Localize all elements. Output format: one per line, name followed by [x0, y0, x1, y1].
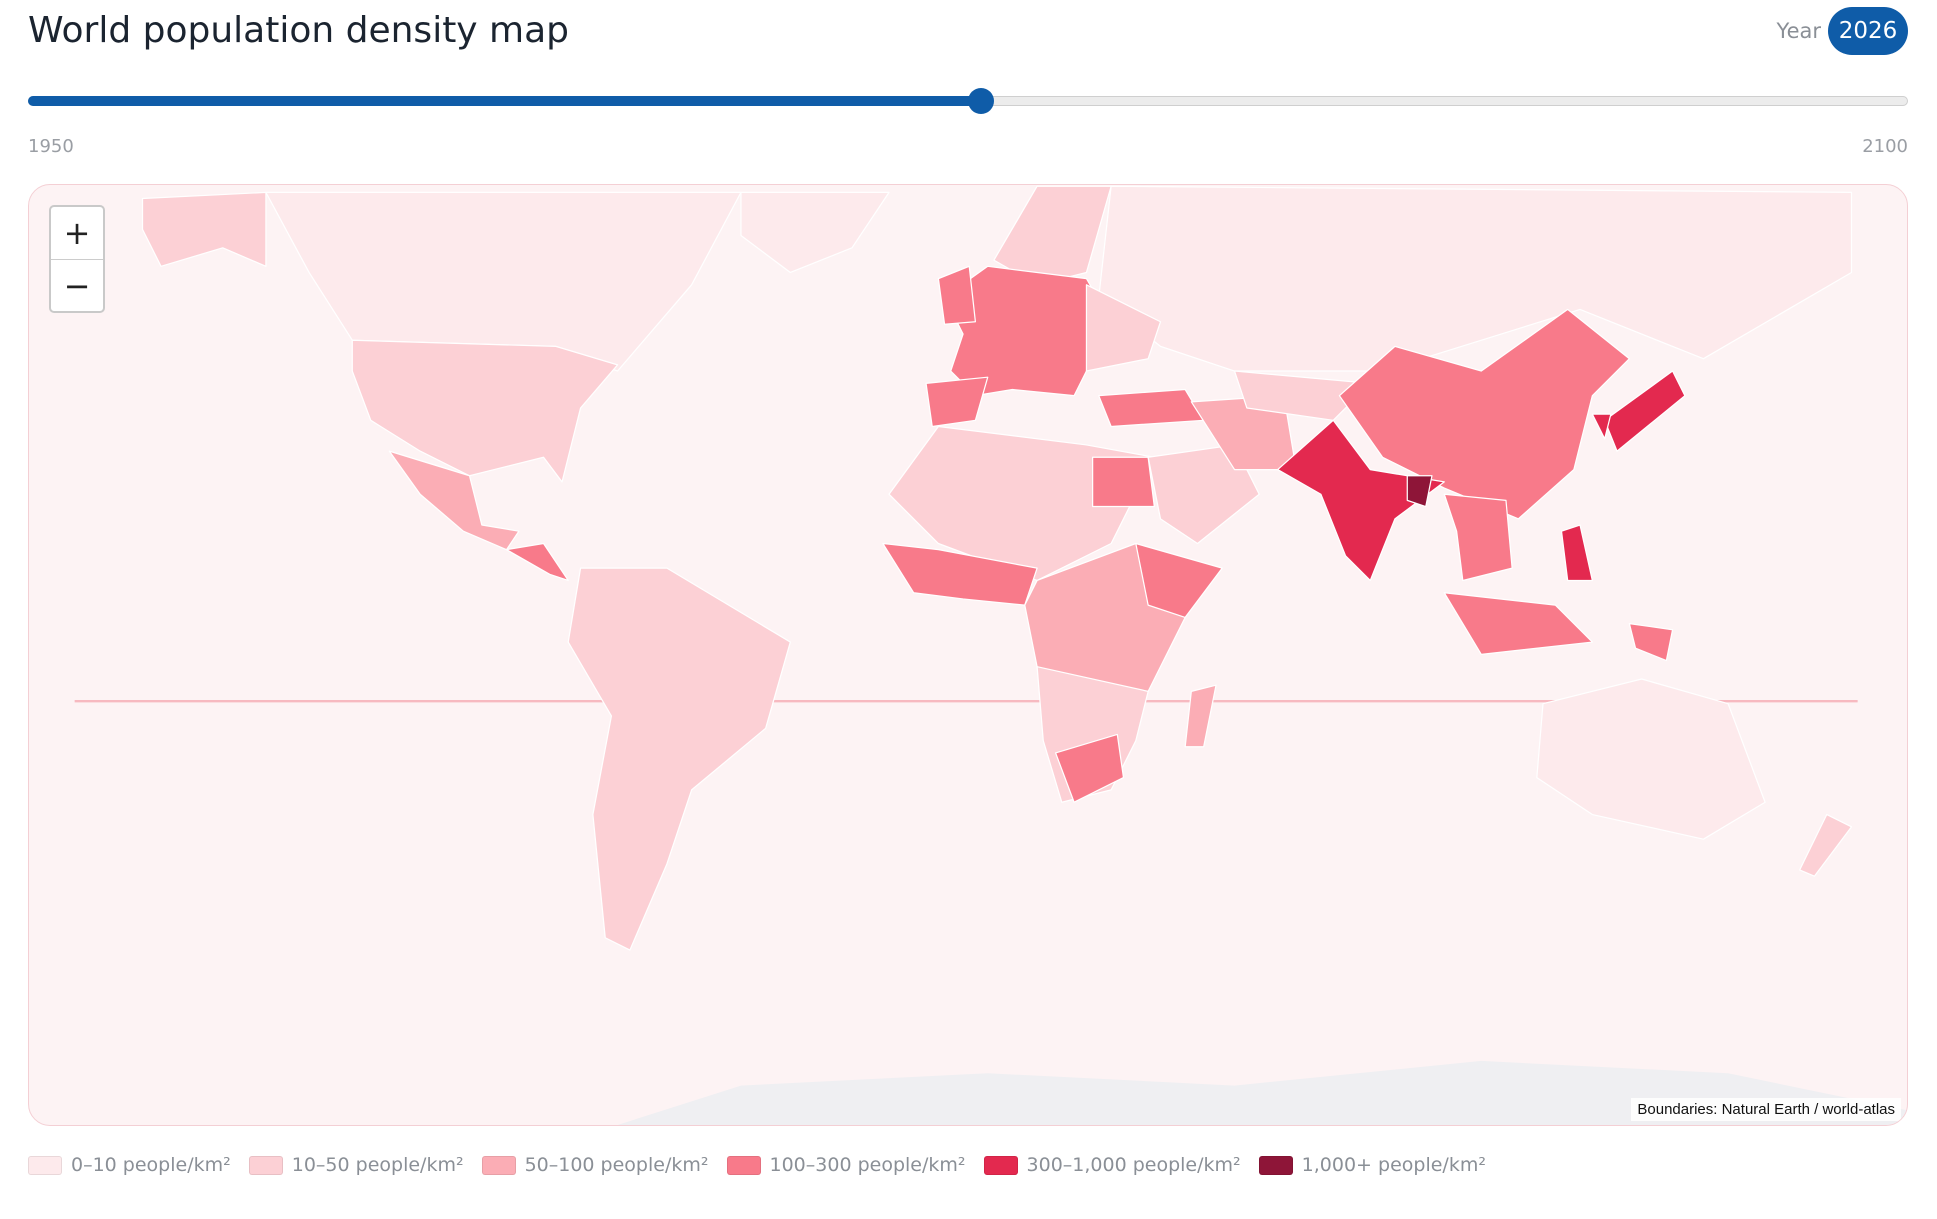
attribution: Boundaries: Natural Earth / world-atlas: [1631, 1098, 1901, 1121]
legend-item: 0–10 people/km²: [28, 1154, 231, 1176]
country-region: [1628, 622, 1674, 662]
antarctica: [617, 1060, 1907, 1125]
legend-item: 10–50 people/km²: [248, 1154, 464, 1176]
country-region: [1560, 524, 1593, 582]
zoom-out[interactable]: −: [51, 259, 103, 311]
legend-item: 100–300 people/km²: [726, 1154, 966, 1176]
country-region: [505, 542, 569, 582]
map-svg: [74, 185, 1907, 1125]
map[interactable]: + − Boundaries: Natural Earth / world-at…: [28, 184, 1908, 1126]
country-region: [1277, 419, 1445, 582]
country-region: [1406, 475, 1433, 508]
country-region: [1184, 684, 1217, 748]
legend-swatch: [248, 1155, 283, 1175]
legend-item: 50–100 people/km²: [481, 1154, 709, 1176]
legend-label: 10–50 people/km²: [291, 1154, 464, 1176]
zoom-control: + −: [49, 205, 105, 313]
legend-item: 1,000+ people/km²: [1258, 1154, 1486, 1176]
legend-label: 50–100 people/km²: [524, 1154, 709, 1176]
legend-swatch: [983, 1155, 1018, 1175]
country-region: [1536, 678, 1766, 840]
slider-min: 1950: [28, 136, 74, 157]
country-region: [1098, 388, 1205, 428]
country-region: [351, 339, 619, 483]
country-region: [1054, 733, 1125, 803]
country-region: [937, 265, 977, 325]
title: World population density map: [28, 10, 570, 51]
slider-thumb[interactable]: [967, 88, 994, 114]
country-region: [1799, 813, 1853, 877]
legend: 0–10 people/km² 10–50 people/km² 50–100 pe…: [28, 1154, 1486, 1176]
slider-max: 2100: [1862, 136, 1908, 157]
country-region: [1085, 284, 1162, 372]
legend-swatch: [28, 1155, 62, 1175]
legend-label: 0–10 people/km²: [71, 1154, 231, 1176]
country-region: [1591, 413, 1612, 440]
country-region: [1098, 185, 1853, 372]
country-region: [740, 191, 890, 274]
country-region: [925, 376, 989, 428]
country-region: [388, 450, 520, 551]
country-region: [1135, 542, 1223, 619]
country-region: [1604, 370, 1686, 452]
legend-label: 300–1,000 people/km²: [1026, 1154, 1241, 1176]
legend-item: 300–1,000 people/km²: [983, 1154, 1241, 1176]
year-label: Year: [1776, 19, 1821, 43]
country-region: [1092, 456, 1155, 508]
country-region: [943, 265, 1112, 397]
legend-label: 100–300 people/km²: [769, 1154, 966, 1176]
slider-fill: [28, 96, 981, 106]
country-region: [141, 191, 267, 267]
country-region: [567, 567, 791, 951]
year-badge: 2026: [1828, 7, 1908, 55]
country-region: [1443, 592, 1593, 655]
legend-label: 1,000+ people/km²: [1301, 1154, 1486, 1176]
zoom-in[interactable]: +: [63, 214, 91, 252]
country-region: [1443, 493, 1513, 582]
legend-swatch: [1258, 1155, 1293, 1175]
legend-swatch: [481, 1155, 516, 1175]
legend-swatch: [726, 1155, 761, 1175]
